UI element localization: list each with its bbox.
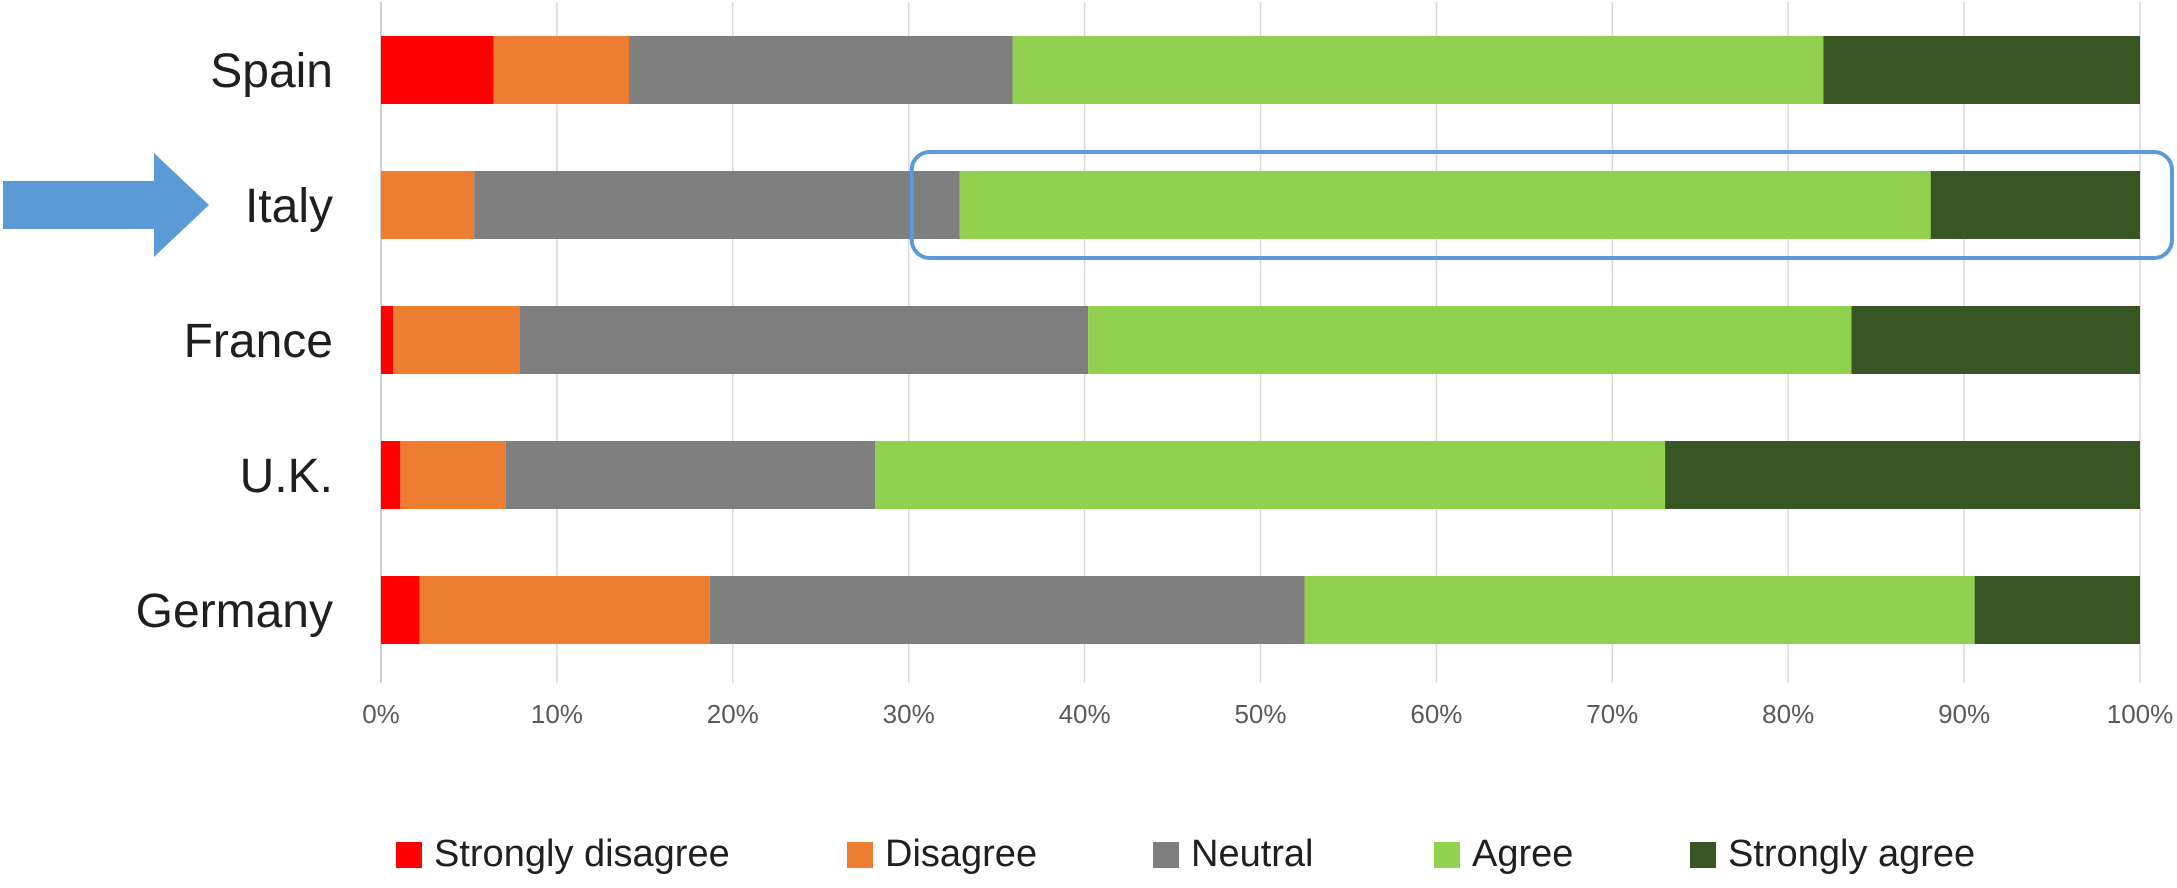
bar-germany-agree bbox=[1304, 576, 1975, 644]
bar-spain-agree bbox=[1012, 36, 1824, 104]
bar-germany-strongly-disagree bbox=[381, 576, 420, 644]
annotations bbox=[3, 150, 2174, 260]
bar-u-k-neutral bbox=[505, 441, 876, 509]
category-label-u-k: U.K. bbox=[240, 450, 333, 503]
legend-label-neutral: Neutral bbox=[1191, 833, 1314, 875]
x-tick-label: 60% bbox=[1410, 699, 1462, 729]
x-tick-label: 20% bbox=[707, 699, 759, 729]
legend-swatch-agree bbox=[1434, 842, 1460, 868]
legend-swatch-strongly-disagree bbox=[396, 842, 422, 868]
bar-germany-disagree bbox=[419, 576, 710, 644]
bar-spain-disagree bbox=[493, 36, 630, 104]
highlight-box bbox=[909, 150, 2174, 260]
bar-u-k-strongly-agree bbox=[1665, 441, 2140, 509]
x-tick-label: 30% bbox=[883, 699, 935, 729]
category-label-france: France bbox=[184, 315, 333, 368]
category-label-spain: Spain bbox=[210, 45, 333, 98]
bar-france-strongly-disagree bbox=[381, 306, 394, 374]
x-tick-label: 10% bbox=[531, 699, 583, 729]
bar-italy-strongly-agree bbox=[1930, 171, 2140, 239]
category-label-italy: Italy bbox=[245, 180, 333, 233]
legend-label-disagree: Disagree bbox=[885, 833, 1037, 875]
category-labels: Spain Italy France U.K. Germany bbox=[136, 45, 333, 638]
x-tick-label: 0% bbox=[362, 699, 400, 729]
x-tick-label: 50% bbox=[1234, 699, 1286, 729]
legend: Strongly disagree Disagree Neutral Agree Str… bbox=[396, 833, 1975, 875]
bar-germany-strongly-agree bbox=[1974, 576, 2140, 644]
legend-swatch-disagree bbox=[847, 842, 873, 868]
bar-spain-strongly-agree bbox=[1823, 36, 2140, 104]
bar-u-k-strongly-disagree bbox=[381, 441, 401, 509]
x-tick-label: 70% bbox=[1586, 699, 1638, 729]
x-tick-label: 80% bbox=[1762, 699, 1814, 729]
x-axis-ticks: 0% 10% 20% 30% 40% 50% 60% 70% 80% 90% 100% bbox=[362, 699, 2173, 729]
legend-swatch-neutral bbox=[1153, 842, 1179, 868]
bar-italy-disagree bbox=[381, 171, 475, 239]
legend-swatch-strongly-agree bbox=[1690, 842, 1716, 868]
category-label-germany: Germany bbox=[136, 585, 333, 638]
bar-france-agree bbox=[1088, 306, 1852, 374]
legend-label-strongly-disagree: Strongly disagree bbox=[434, 833, 730, 875]
bar-france-strongly-agree bbox=[1851, 306, 2140, 374]
bar-france-disagree bbox=[393, 306, 520, 374]
legend-label-agree: Agree bbox=[1472, 833, 1573, 875]
x-tick-label: 100% bbox=[2107, 699, 2174, 729]
pointer-arrow-icon bbox=[3, 153, 209, 257]
bar-u-k-agree bbox=[875, 441, 1666, 509]
bars bbox=[381, 36, 2140, 644]
bar-italy-neutral bbox=[474, 171, 960, 239]
bar-spain-neutral bbox=[629, 36, 1013, 104]
x-tick-label: 90% bbox=[1938, 699, 1990, 729]
bar-italy-agree bbox=[959, 171, 1931, 239]
bar-spain-strongly-disagree bbox=[381, 36, 494, 104]
legend-label-strongly-agree: Strongly agree bbox=[1728, 833, 1975, 875]
bar-france-neutral bbox=[519, 306, 1089, 374]
bar-u-k-disagree bbox=[400, 441, 506, 509]
x-tick-label: 40% bbox=[1059, 699, 1111, 729]
bar-germany-neutral bbox=[709, 576, 1305, 644]
